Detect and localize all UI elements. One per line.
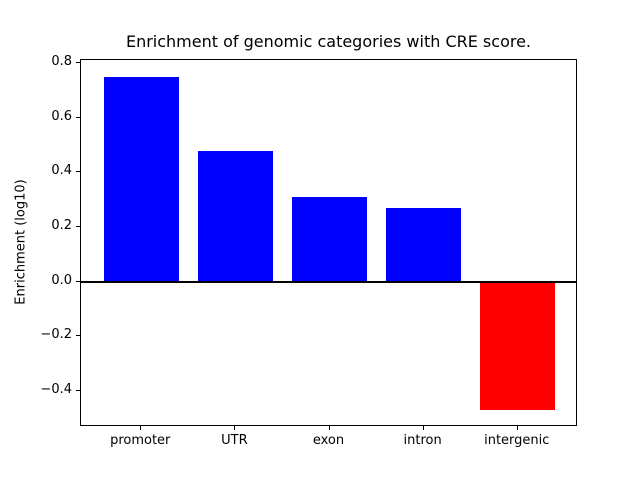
x-tick-mark: [516, 426, 518, 430]
y-tick-label: −0.4: [40, 382, 72, 398]
y-tick-label: 0.6: [51, 108, 72, 124]
bar-promoter: [103, 76, 179, 282]
y-tick-label: 0.8: [51, 54, 72, 69]
x-tick-mark: [140, 426, 142, 430]
y-tick-mark: [76, 390, 80, 392]
plot-area: [80, 59, 577, 426]
y-tick-mark: [76, 171, 80, 173]
y-tick-mark: [76, 116, 80, 118]
y-tick-label: 0.2: [51, 218, 72, 234]
chart-title: Enrichment of genomic categories with CR…: [125, 32, 532, 51]
y-tick-label: −0.2: [40, 327, 72, 343]
y-tick-label: 0.4: [51, 163, 72, 179]
x-tick-mark: [422, 426, 424, 430]
bar-intergenic: [480, 281, 556, 411]
bar-UTR: [197, 150, 274, 282]
x-tick-label-exon: exon: [312, 433, 345, 448]
x-tick-mark: [328, 426, 330, 430]
y-tick-mark: [76, 226, 80, 228]
x-tick-mark: [234, 426, 236, 430]
x-tick-label-intergenic: intergenic: [484, 433, 550, 448]
y-tick-mark: [76, 280, 80, 282]
x-tick-label-UTR: UTR: [221, 433, 248, 448]
x-tick-label-intron: intron: [403, 433, 442, 448]
bar-intron: [385, 207, 462, 282]
y-tick-label: 0.0: [51, 272, 72, 288]
zero-line: [81, 280, 576, 283]
x-tick-label-promoter: promoter: [110, 433, 171, 448]
bar-exon: [291, 197, 368, 282]
y-tick-mark: [76, 335, 80, 337]
y-tick-mark: [76, 62, 80, 63]
